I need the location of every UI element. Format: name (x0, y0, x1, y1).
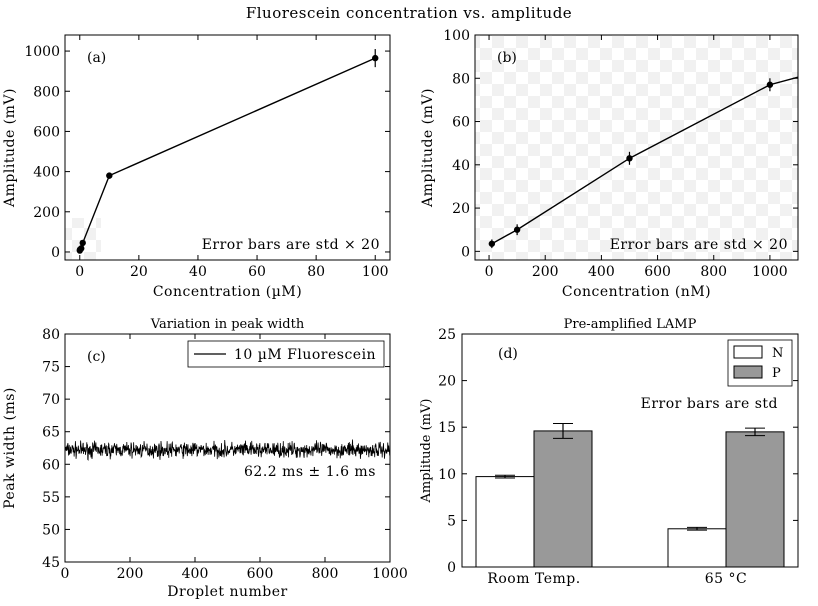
y-tick-label: 10 (438, 467, 456, 483)
x-tick-label: 0 (61, 566, 70, 582)
y-tick-label: 100 (443, 28, 470, 44)
x-tick-label: 200 (532, 264, 559, 280)
legend-label: P (772, 366, 781, 381)
bar (533, 430, 593, 568)
plot-frame (64, 333, 391, 563)
y-tick-label: 50 (42, 522, 60, 538)
y-tick-label: 400 (33, 165, 60, 181)
x-tick-label: 40 (189, 264, 207, 280)
y-tick-label: 15 (438, 420, 456, 436)
figure-title: Fluorescein concentration vs. amplitude (245, 4, 573, 22)
y-tick-label: 40 (452, 158, 470, 174)
data-point (78, 245, 85, 252)
plot-frame (64, 34, 391, 261)
y-tick-label: 0 (51, 245, 60, 261)
y-tick-label: 55 (42, 490, 60, 506)
panel-d: 0 5 10 15 20 25 Amplitude (mV) (d) Pre-amplified… (419, 317, 799, 587)
x-tick-label: 0 (75, 264, 84, 280)
bar (725, 431, 785, 568)
data-point (513, 226, 521, 233)
y-tick-label: 25 (438, 327, 456, 343)
y-tick-label: 0 (461, 244, 470, 260)
y-tick-label: 65 (42, 425, 60, 441)
annotation: Error bars are std (641, 396, 778, 412)
series-line (64, 439, 391, 461)
annotation: Error bars are std × 20 (610, 237, 788, 253)
panel-title: Pre-amplified LAMP (564, 317, 697, 332)
panel-a: 0 200 400 600 800 1000 0 20 40 60 80 100 Concentrati… (2, 34, 391, 300)
panel-label: (d) (498, 346, 518, 362)
series-line (79, 57, 376, 251)
y-tick-label: 600 (33, 124, 60, 140)
y-tick-label: 70 (42, 392, 60, 408)
legend-label: N (772, 346, 783, 361)
plot-background (65, 218, 101, 260)
x-axis-label: Concentration (nM) (562, 284, 711, 300)
y-axis-label: Amplitude (mV) (420, 88, 436, 208)
panel-label: (c) (87, 349, 106, 365)
y-tick-label: 20 (438, 374, 456, 390)
annotation: 62.2 ms ± 1.6 ms (244, 464, 376, 480)
x-tick-label: Room Temp. (487, 571, 580, 587)
y-tick-label: 80 (452, 71, 470, 87)
y-axis-label: Amplitude (mV) (419, 399, 434, 504)
x-tick-label: 800 (700, 264, 727, 280)
y-tick-label: 60 (452, 115, 470, 131)
plot-frame (461, 333, 799, 568)
x-tick-label: 600 (644, 264, 671, 280)
x-tick-label: 800 (312, 566, 339, 582)
data-point (106, 172, 113, 179)
x-tick-label: 1000 (372, 566, 408, 582)
y-tick-label: 75 (42, 360, 60, 376)
y-tick-label: 5 (447, 513, 456, 529)
data-point (372, 54, 379, 62)
x-tick-label: 400 (182, 566, 209, 582)
x-tick-label: 1000 (752, 264, 788, 280)
x-axis-label: Droplet number (167, 584, 287, 600)
panel-label: (b) (497, 50, 517, 66)
data-point (766, 81, 774, 88)
x-tick-label: 400 (588, 264, 615, 280)
x-tick-label: 60 (248, 264, 266, 280)
x-tick-label: 600 (247, 566, 274, 582)
x-axis-label: Concentration (µM) (153, 284, 302, 300)
y-tick-label: 800 (33, 84, 60, 100)
legend-swatch (733, 365, 763, 379)
plot-frame (474, 34, 799, 261)
y-tick-label: 0 (447, 560, 456, 576)
y-tick-label: 45 (42, 555, 60, 571)
x-tick-label: 200 (117, 566, 144, 582)
y-tick-label: 80 (42, 327, 60, 343)
x-tick-label: 20 (130, 264, 148, 280)
bar (475, 476, 535, 568)
y-tick-label: 60 (42, 457, 60, 473)
x-tick-label: 80 (307, 264, 325, 280)
bar (667, 528, 727, 568)
x-tick-label: 0 (485, 264, 494, 280)
y-axis-label: Peak width (ms) (2, 387, 18, 509)
y-tick-label: 200 (33, 205, 60, 221)
annotation: Error bars are std × 20 (202, 237, 380, 253)
y-tick-label: 20 (452, 201, 470, 217)
legend-swatch (733, 345, 763, 359)
data-point (488, 240, 496, 247)
data-point (626, 155, 633, 162)
y-tick-label: 1000 (24, 44, 60, 60)
y-axis-label: Amplitude (mV) (2, 88, 18, 208)
panel-title: Variation in peak width (150, 317, 305, 332)
data-point (79, 239, 86, 247)
panel-label: (a) (87, 50, 106, 66)
legend-label: 10 µM Fluorescein (234, 347, 376, 363)
x-tick-label: 65 °C (705, 571, 747, 587)
x-tick-label: 100 (362, 264, 389, 280)
